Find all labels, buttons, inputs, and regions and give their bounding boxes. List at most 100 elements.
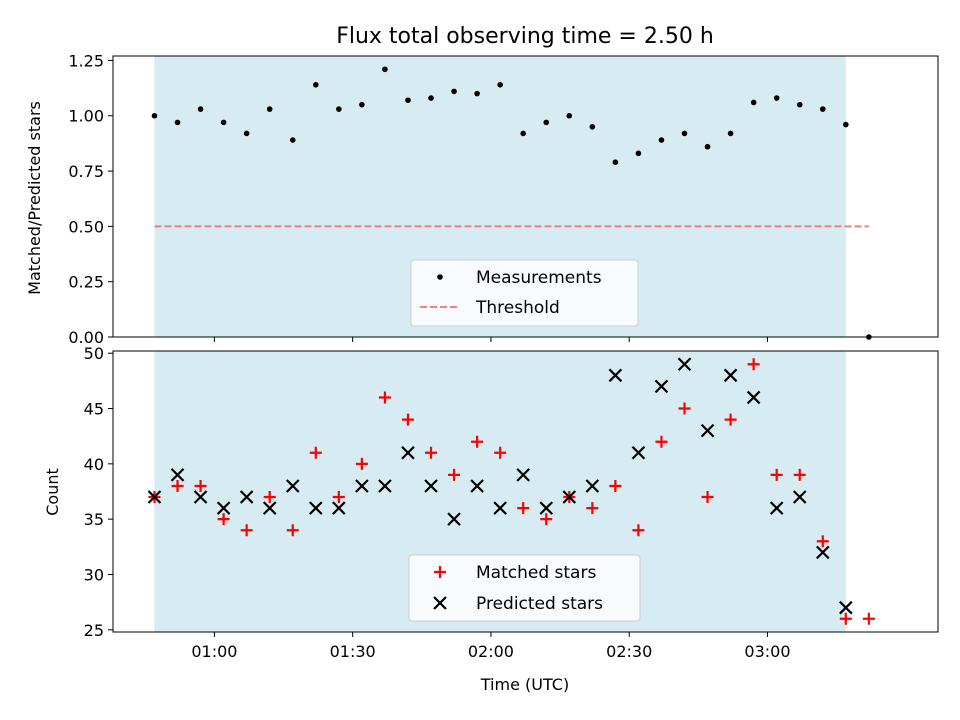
measurement-point (289, 137, 296, 143)
predicted-star-point (677, 357, 692, 372)
predicted-star-point (792, 490, 807, 504)
matched-star-point (517, 502, 530, 515)
predicted-star-point (424, 479, 438, 493)
y-tick-label: 0.00 (68, 328, 104, 347)
predicted-star-point (839, 600, 853, 615)
predicted-star-point (193, 490, 208, 504)
matched-star-point (586, 502, 599, 515)
predicted-star-point (216, 501, 231, 515)
predicted-star-point (355, 479, 369, 493)
measurement-point (796, 101, 803, 108)
measurement-point (543, 119, 550, 126)
y-tick-label: 35 (84, 510, 104, 529)
matched-star-point (494, 446, 507, 459)
measurement-point (497, 81, 503, 88)
matched-star-point (355, 457, 368, 470)
x-tick-label: 02:30 (606, 642, 652, 661)
measurement-point (405, 97, 411, 104)
predicted-star-point (700, 423, 715, 438)
x-tick-label: 01:00 (191, 642, 237, 661)
predicted-star-point (332, 501, 346, 515)
x-tick-label: 02:00 (468, 642, 514, 661)
matched-star-point (655, 435, 668, 448)
measurement-point (566, 112, 573, 119)
bottom-legend: Matched stars Predicted stars (408, 554, 641, 622)
matched-star-point (217, 513, 230, 526)
x-tick-label: 01:30 (330, 642, 376, 661)
predicted-star-point (470, 479, 484, 493)
measurement-point (750, 99, 757, 106)
legend-predicted-label: Predicted stars (476, 594, 603, 614)
predicted-star-point (309, 501, 323, 515)
y-tick-label: 0.75 (68, 162, 104, 181)
top-legend: Measurements Threshold (410, 259, 639, 327)
measurement-point (174, 119, 181, 126)
predicted-star-point (585, 479, 600, 493)
matched-star-point (609, 479, 622, 492)
matched-star-point (171, 479, 184, 492)
matched-star-point (770, 468, 783, 481)
matched-star-point (332, 491, 345, 504)
matched-star-point (194, 479, 207, 492)
measurement-point (635, 150, 642, 157)
y-tick-label: 40 (84, 455, 104, 474)
matched-star-point (401, 413, 414, 426)
measurement-point (336, 106, 342, 112)
measurement-point (266, 106, 273, 112)
predicted-star-point (539, 501, 554, 515)
matched-star-point (286, 524, 299, 537)
matched-star-point (425, 446, 438, 459)
measurement-point (312, 81, 319, 88)
x-tick-label: 03:00 (744, 642, 790, 661)
y-tick-label: 45 (84, 400, 104, 419)
ratio-panel: 0.00 0.25 0.50 0.75 1.00 1.25 Matched/Predict… (25, 51, 939, 347)
legend-measurements-label: Measurements (476, 268, 602, 288)
chart-title: Flux total observing time = 2.50 h (336, 24, 714, 49)
bottom-legend-box (408, 554, 641, 622)
matched-star-point (701, 491, 714, 504)
x-axis-label: Time (UTC) (480, 675, 569, 694)
y-tick-label: 30 (84, 565, 104, 584)
measurement-point (197, 106, 204, 112)
predicted-star-point (631, 446, 646, 460)
measurement-point (727, 130, 734, 137)
predicted-star-point (239, 490, 254, 504)
matched-star-point (240, 524, 253, 537)
predicted-star-point (147, 490, 162, 504)
measurement-point (428, 95, 434, 101)
bottom-y-axis-label: Count (43, 468, 62, 516)
y-tick-label: 1.00 (68, 107, 104, 126)
legend-measurements-marker (437, 274, 443, 280)
matched-star-point (747, 358, 760, 371)
measurement-point (612, 159, 619, 166)
measurement-point (474, 90, 480, 97)
matched-star-point (309, 446, 322, 459)
matched-star-point (448, 468, 461, 481)
matched-star-point (816, 535, 829, 548)
y-tick-label: 0.50 (68, 217, 104, 236)
top-y-axis-label: Matched/Predicted stars (25, 101, 44, 295)
y-tick-label: 0.25 (68, 273, 104, 292)
matched-star-point (862, 612, 875, 625)
matched-star-point (540, 513, 553, 526)
matched-star-point (263, 491, 276, 504)
predicted-star-point (285, 479, 300, 493)
axes-frame (112, 55, 939, 338)
measurement-point (451, 88, 457, 95)
measurement-point (243, 130, 250, 137)
matched-star-point (724, 413, 737, 426)
matched-star-point (471, 435, 484, 448)
measurement-point (589, 124, 596, 130)
matched-star-point (839, 612, 852, 625)
y-tick-label: 25 (84, 621, 104, 640)
predicted-star-point (654, 379, 669, 394)
top-legend-box (410, 259, 639, 327)
measurement-point (520, 130, 526, 137)
legend-matched-marker (434, 566, 446, 578)
predicted-star-point (447, 512, 461, 526)
measurement-point (151, 112, 158, 119)
predicted-star-point (746, 390, 761, 405)
predicted-star-point (170, 468, 185, 482)
measurement-point (220, 119, 227, 126)
